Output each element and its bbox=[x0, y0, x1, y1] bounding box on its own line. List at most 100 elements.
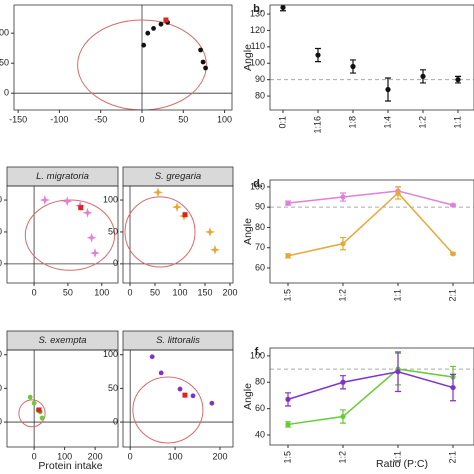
x-tick-label: 100 bbox=[168, 451, 183, 461]
plot-frame bbox=[269, 179, 474, 284]
y-tick-label: 80 bbox=[255, 222, 265, 232]
x-axis-label: Protein intake bbox=[38, 460, 102, 472]
point bbox=[149, 354, 155, 360]
series-line bbox=[287, 191, 454, 257]
point bbox=[198, 47, 204, 53]
y-tick-label: 50 bbox=[0, 383, 2, 393]
y-tick-label: 100 bbox=[250, 58, 265, 68]
x-tick-label: 1:1 bbox=[452, 116, 462, 129]
x-tick-label: 0 bbox=[139, 114, 144, 124]
x-tick-label: 100 bbox=[94, 287, 109, 297]
point bbox=[27, 394, 33, 400]
x-tick-label: 1:5 bbox=[282, 289, 292, 302]
point bbox=[285, 421, 291, 428]
y-axis-label: Angle bbox=[242, 44, 254, 71]
ellipse bbox=[18, 399, 46, 428]
panel-label: d. bbox=[253, 178, 263, 190]
point bbox=[340, 413, 346, 420]
x-tick-label: 1:2 bbox=[417, 116, 427, 129]
point bbox=[350, 63, 356, 70]
point bbox=[450, 251, 456, 257]
x-tick-label: -50 bbox=[94, 114, 107, 124]
y-tick-label: 100 bbox=[0, 194, 2, 204]
point bbox=[340, 194, 346, 200]
x-tick-label: 2:1 bbox=[447, 289, 457, 302]
point bbox=[340, 379, 346, 385]
y-tick-label: 100 bbox=[0, 349, 2, 359]
point bbox=[455, 77, 461, 83]
strip-title: S. exempta bbox=[38, 335, 86, 346]
ellipse bbox=[24, 199, 116, 271]
highlight-point bbox=[78, 205, 84, 211]
point bbox=[141, 42, 147, 48]
y-tick-label: 0 bbox=[113, 416, 118, 426]
point bbox=[151, 26, 156, 31]
x-tick-label: 200 bbox=[222, 287, 237, 297]
point bbox=[340, 241, 346, 247]
x-tick-label: 1:5 bbox=[282, 451, 292, 464]
point bbox=[82, 207, 93, 218]
panel-label: f. bbox=[255, 346, 262, 358]
x-tick-label: 50 bbox=[63, 287, 73, 297]
strip-title: S. littoralis bbox=[156, 335, 200, 346]
point bbox=[200, 59, 206, 65]
y-axis-label: Angle bbox=[242, 383, 254, 410]
point bbox=[39, 195, 50, 205]
x-tick-label: 100 bbox=[57, 451, 72, 461]
y-tick-label: 0 bbox=[4, 88, 9, 98]
point bbox=[190, 393, 196, 399]
point bbox=[285, 253, 291, 259]
y-tick-label: 90 bbox=[255, 74, 265, 84]
y-tick-label: 40 bbox=[255, 429, 265, 439]
plot-frame bbox=[122, 185, 234, 284]
point bbox=[210, 244, 220, 255]
point bbox=[395, 369, 401, 375]
x-tick-label: -100 bbox=[50, 114, 68, 124]
point bbox=[203, 65, 208, 71]
x-tick-label: 200 bbox=[212, 451, 227, 461]
x-tick-label: 100 bbox=[217, 114, 232, 124]
plot-frame bbox=[269, 4, 474, 111]
y-tick-label: 110 bbox=[251, 41, 265, 51]
plot-marks bbox=[7, 350, 118, 447]
y-tick-label: 100 bbox=[250, 181, 265, 191]
point bbox=[86, 232, 97, 243]
x-tick-label: 1:16 bbox=[312, 116, 322, 134]
point bbox=[285, 396, 291, 402]
x-tick-label: 1:8 bbox=[347, 116, 357, 129]
point bbox=[285, 200, 291, 206]
x-tick-label: 1:2 bbox=[337, 451, 347, 464]
y-tick-label: 100 bbox=[250, 350, 265, 360]
y-tick-label: 90 bbox=[255, 202, 265, 212]
plot-marks bbox=[123, 186, 233, 283]
plot-frame bbox=[6, 185, 119, 284]
highlight-point bbox=[182, 212, 188, 218]
x-axis-label: Ratio (P:C) bbox=[376, 458, 428, 470]
plot-frame bbox=[269, 347, 474, 446]
x-tick-label: 0:1 bbox=[277, 116, 287, 129]
point bbox=[153, 187, 163, 198]
plot-marks bbox=[270, 5, 474, 102]
y-tick-label: 0 bbox=[0, 258, 2, 268]
strip-title: L. migratoria bbox=[36, 171, 89, 182]
point bbox=[177, 386, 183, 392]
x-tick-label: 0 bbox=[128, 451, 133, 461]
point bbox=[395, 190, 401, 196]
series-line bbox=[287, 368, 454, 426]
point bbox=[62, 196, 73, 207]
x-tick-label: 0 bbox=[32, 287, 37, 297]
y-axis-label: Angle bbox=[242, 218, 254, 245]
y-tick-label: 100 bbox=[103, 194, 118, 204]
x-tick-label: 0 bbox=[32, 451, 37, 461]
ellipse bbox=[77, 19, 207, 110]
x-tick-label: 1:1 bbox=[392, 289, 402, 302]
y-tick-label: 50 bbox=[108, 226, 118, 236]
point bbox=[158, 370, 164, 376]
y-tick-label: 100 bbox=[103, 349, 118, 359]
point bbox=[280, 5, 286, 11]
y-tick-label: 130 bbox=[250, 8, 265, 18]
point bbox=[420, 73, 426, 79]
point bbox=[31, 400, 37, 406]
x-tick-label: 2:1 bbox=[447, 451, 457, 464]
